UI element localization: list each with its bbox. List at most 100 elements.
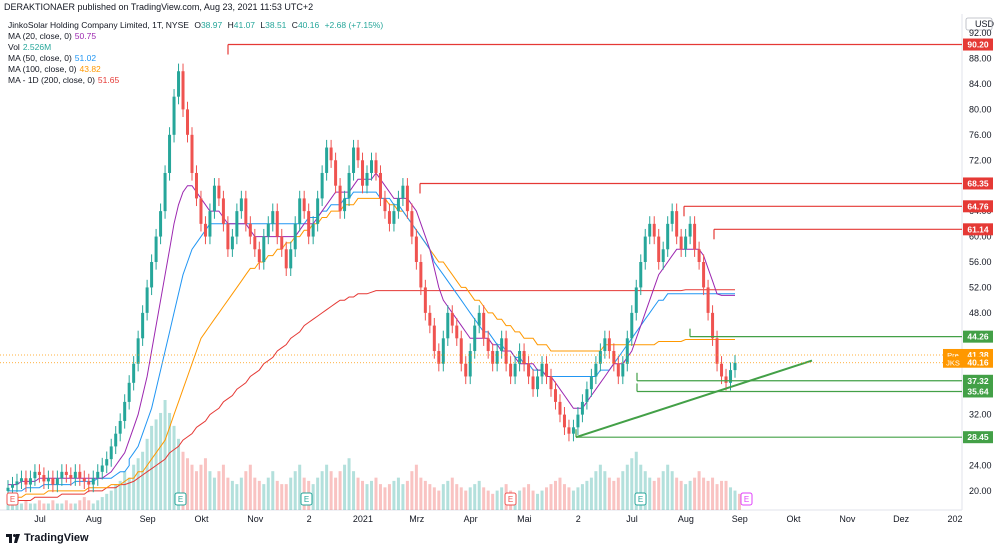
ohlc-open: O38.97 xyxy=(194,20,223,30)
candle-body xyxy=(352,147,356,173)
volume-bar xyxy=(51,500,55,510)
resistance-level-label: 64.76 xyxy=(967,201,989,211)
candle-body xyxy=(217,185,221,199)
trendline xyxy=(575,359,813,439)
y-tick-label: 92.00 xyxy=(969,28,992,38)
candle-body xyxy=(598,351,602,364)
volume-bar xyxy=(410,471,414,510)
volume-bar xyxy=(177,438,181,510)
price-change: +2.68 (+7.15%) xyxy=(324,20,384,30)
candle-body xyxy=(378,172,382,199)
candle-body xyxy=(257,249,261,262)
x-tick-label: 2 xyxy=(576,514,581,524)
currency-box xyxy=(965,17,993,31)
candle-body xyxy=(401,185,405,199)
x-tick-label: Mrz xyxy=(409,514,424,524)
resistance-level-label-bg xyxy=(963,223,993,236)
candle-body xyxy=(105,459,109,466)
tradingview-footer: TradingView xyxy=(6,532,89,544)
volume-bar xyxy=(428,484,432,510)
volume-bar xyxy=(257,480,261,510)
indicator-value: 43.82 xyxy=(79,64,101,74)
volume-bar xyxy=(370,480,373,510)
volume-bar xyxy=(226,477,230,510)
candle-body xyxy=(486,338,490,352)
volume-bar xyxy=(136,458,140,510)
volume-bar xyxy=(334,477,338,510)
candle-body xyxy=(558,401,562,415)
volume-bar xyxy=(320,471,324,510)
candle-body xyxy=(518,351,522,364)
earnings-marker xyxy=(504,492,517,506)
volume-bar xyxy=(172,425,176,510)
resistance-level-label-bg xyxy=(963,177,993,190)
volume-bar xyxy=(553,480,557,510)
published-text: DERAKTIONAER published on TradingView.co… xyxy=(4,2,314,12)
candle-body xyxy=(82,478,86,482)
earnings-marker-label: E xyxy=(178,495,183,504)
candle-body xyxy=(621,363,625,377)
volume-bar xyxy=(374,477,378,510)
volume-bar xyxy=(42,503,46,510)
resistance-level-label: 61.14 xyxy=(967,224,989,234)
candle-body xyxy=(159,211,163,237)
volume-bar xyxy=(392,480,396,510)
volume-bar xyxy=(715,484,719,510)
candle-body xyxy=(625,338,629,364)
candle-body xyxy=(643,236,647,262)
candle-body xyxy=(284,249,288,269)
volume-bar xyxy=(720,480,724,510)
volume-bar xyxy=(580,484,584,510)
x-tick-label: Aug xyxy=(86,514,102,524)
candle-body xyxy=(500,338,504,352)
volume-bar xyxy=(684,484,688,510)
candle-body xyxy=(168,134,172,173)
volume-bar xyxy=(289,477,293,510)
candle-body xyxy=(248,223,252,237)
x-tick-label: Jul xyxy=(626,514,638,524)
support-level-label: 44.26 xyxy=(967,332,989,342)
volume-bar xyxy=(401,484,405,510)
earnings-marker-label: E xyxy=(304,495,309,504)
candle-body xyxy=(688,223,692,237)
earnings-marker xyxy=(174,492,187,506)
volume-bar xyxy=(365,484,369,510)
volume-bar xyxy=(585,480,589,510)
volume-bar xyxy=(145,438,149,510)
indicator-value: 50.75 xyxy=(74,31,97,41)
ohlc-close: C40.16 xyxy=(291,20,320,30)
support-level-label: 28.45 xyxy=(967,432,989,442)
volume-bar xyxy=(181,451,185,510)
candle-body xyxy=(190,134,194,173)
volume-bar xyxy=(693,477,697,510)
candle-body xyxy=(679,236,683,250)
volume-bar xyxy=(414,464,418,510)
volume-bar xyxy=(423,480,427,510)
legend-indicator-0: MA (20, close, 0) 50.75 xyxy=(8,31,383,42)
volume-bar xyxy=(235,484,239,510)
x-tick-label: Dez xyxy=(893,514,910,524)
candle-body xyxy=(239,198,243,212)
x-tick-label: Apr xyxy=(464,514,478,524)
candle-body xyxy=(298,198,302,224)
x-tick-label: Jul xyxy=(34,514,46,524)
volume-bar xyxy=(19,503,23,510)
support-level-label: 35.64 xyxy=(967,386,989,396)
volume-bar xyxy=(567,487,571,510)
candle-body xyxy=(571,427,575,434)
volume-bar xyxy=(280,484,284,510)
volume-bar xyxy=(105,493,109,510)
candle-body xyxy=(720,363,724,377)
y-tick-label: 80.00 xyxy=(969,104,992,114)
volume-bar xyxy=(437,490,441,510)
volume-bar xyxy=(387,484,391,510)
volume-bar xyxy=(275,480,279,510)
candle-body xyxy=(100,465,104,472)
candle-body xyxy=(428,312,432,326)
candle-body xyxy=(199,198,203,224)
candle-body xyxy=(226,223,230,250)
x-tick-label: Okt xyxy=(787,514,802,524)
volume-bar xyxy=(69,503,73,510)
volume-bar xyxy=(284,484,288,510)
